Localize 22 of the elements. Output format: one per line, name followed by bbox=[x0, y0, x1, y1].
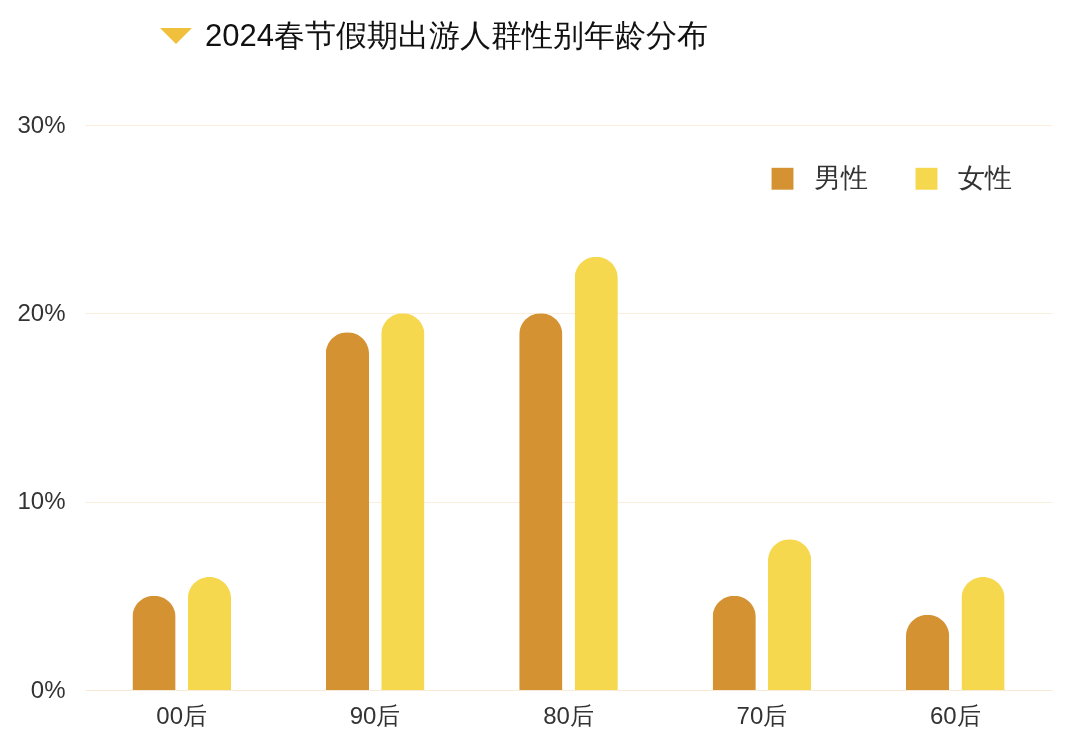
bar bbox=[905, 614, 950, 690]
y-tick-label: 30% bbox=[17, 110, 66, 138]
x-tick-label: 60后 bbox=[929, 701, 981, 729]
x-tick-label: 90后 bbox=[349, 701, 401, 729]
legend-label: 男性 bbox=[814, 162, 868, 193]
bar bbox=[187, 577, 232, 690]
chart-title: 2024春节假期出游人群性别年龄分布 bbox=[205, 17, 708, 55]
bar bbox=[712, 595, 756, 690]
bar bbox=[381, 313, 425, 690]
bar bbox=[961, 577, 1005, 690]
bar bbox=[519, 313, 563, 690]
bar bbox=[325, 332, 369, 690]
y-tick-label: 20% bbox=[17, 298, 66, 326]
bar bbox=[574, 256, 618, 690]
y-tick-label: 10% bbox=[17, 487, 66, 515]
bar bbox=[132, 595, 176, 690]
x-tick-label: 80后 bbox=[543, 701, 594, 729]
legend-label: 女性 bbox=[958, 162, 1012, 193]
y-tick-label: 0% bbox=[30, 675, 66, 703]
x-tick-label: 70后 bbox=[736, 701, 788, 729]
bar bbox=[768, 539, 812, 690]
x-tick-label: 00后 bbox=[156, 701, 208, 729]
